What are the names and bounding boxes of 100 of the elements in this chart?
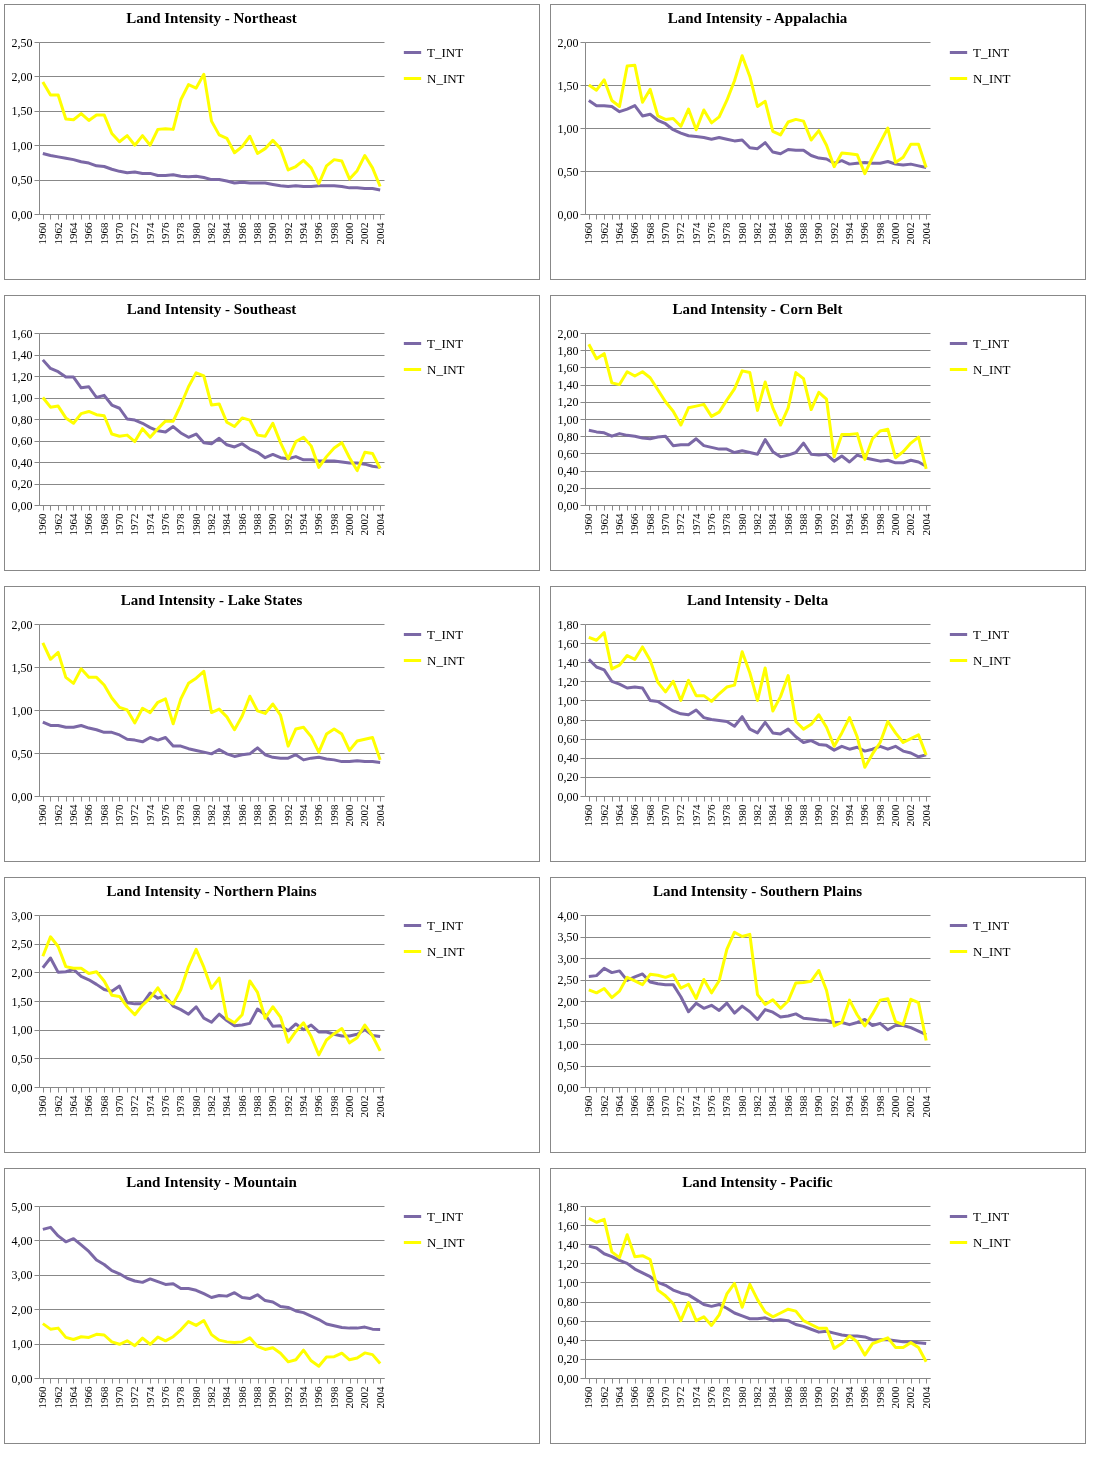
x-tick-label: 2002 [904,222,917,245]
x-tick-label: 1984 [766,1095,779,1118]
x-tick-label: 1968 [643,222,656,245]
x-tick-label: 1980 [189,1386,202,1409]
y-tick-label: 0,50 [557,164,579,179]
x-tick-label: 2000 [889,804,901,827]
y-tick-label: 1,00 [11,391,33,405]
y-tick-label: 0,60 [557,732,579,747]
x-tick-label: 1972 [128,513,141,536]
x-tick-label: 1970 [659,513,671,536]
y-tick-label: 1,40 [11,348,33,362]
y-tick-label: 0,20 [557,770,579,785]
x-tick-label: 2002 [904,1386,917,1409]
y-tick-label: 3,00 [11,908,33,923]
y-tick-label: 1,50 [557,78,579,93]
x-tick-label: 2002 [358,804,371,827]
y-tick-label: 0,50 [11,173,33,188]
x-tick-label: 1970 [659,1095,671,1118]
x-tick-label: 2000 [343,804,355,827]
x-tick-label: 1962 [597,1095,610,1118]
x-tick-label: 1988 [797,1386,809,1409]
x-tick-label: 1994 [843,513,855,536]
x-tick-label: 1974 [689,1386,702,1409]
y-tick-label: 1,40 [557,655,579,670]
y-tick-label: 0,50 [11,1051,33,1066]
x-tick-label: 1996 [312,804,325,827]
legend-label: T_INT [427,1208,464,1224]
x-tick-label: 1982 [751,1095,763,1118]
chart-title: Land Intensity - Mountain [126,1174,298,1190]
x-tick-label: 1978 [720,513,733,536]
y-tick-label: 1,80 [557,617,579,632]
x-tick-label: 1996 [312,513,325,536]
x-tick-label: 1968 [643,1095,656,1118]
chart-title: Land Intensity - Southern Plains [652,883,863,899]
x-tick-label: 1964 [67,804,79,827]
x-tick-label: 1966 [82,1386,95,1409]
x-tick-label: 2004 [373,1386,386,1409]
x-tick-label: 1980 [735,1095,748,1118]
x-tick-label: 1960 [36,222,49,245]
y-tick-label: 2,00 [557,326,579,341]
x-tick-label: 1976 [705,222,717,245]
x-tick-label: 1978 [174,1386,187,1409]
x-tick-label: 1972 [674,804,687,827]
y-tick-label: 3,00 [557,951,579,966]
x-tick-label: 1960 [36,1095,49,1118]
x-tick-label: 1978 [720,1386,733,1409]
x-tick-label: 2000 [343,513,355,536]
x-tick-label: 2002 [358,1386,371,1409]
chart-title: Land Intensity - Corn Belt [672,301,843,317]
x-tick-label: 1970 [113,1386,125,1409]
x-tick-label: 1980 [735,513,748,536]
x-tick-label: 1974 [143,513,156,536]
x-tick-label: 1998 [873,1095,886,1118]
x-tick-label: 1976 [159,222,171,245]
y-tick-label: 0,80 [557,429,579,444]
y-tick-label: 2,00 [11,1302,33,1317]
chart-title: Land Intensity - Northern Plains [106,883,317,899]
x-tick-label: 1980 [189,804,202,827]
x-tick-label: 1974 [689,222,702,245]
x-tick-label: 1972 [674,513,687,536]
y-tick-label: 0,00 [557,1080,579,1095]
y-tick-label: 1,20 [557,674,579,689]
y-tick-label: 1,00 [557,1275,579,1290]
x-tick-label: 1974 [689,804,702,827]
x-tick-label: 2000 [343,1386,355,1409]
x-tick-label: 1972 [128,222,141,245]
x-tick-label: 2002 [358,1095,371,1118]
x-tick-label: 1976 [705,1386,717,1409]
x-tick-label: 1968 [643,804,656,827]
chart-title: Land Intensity - Appalachia [667,10,848,26]
x-tick-label: 1980 [189,222,202,245]
x-tick-label: 1972 [674,1386,687,1409]
y-tick-label: 2,00 [11,617,33,632]
x-tick-label: 1976 [705,804,717,827]
x-tick-label: 2004 [919,804,932,827]
legend-label: T_INT [427,335,464,351]
legend-label: N_INT [427,70,465,86]
x-tick-label: 2000 [343,222,355,245]
y-tick-label: 0,00 [11,498,33,513]
x-tick-label: 2004 [919,1095,932,1118]
x-tick-label: 1980 [735,1386,748,1409]
x-tick-label: 1986 [235,1095,248,1118]
y-tick-label: 1,40 [557,378,579,393]
x-tick-label: 1960 [36,513,49,536]
x-tick-label: 1966 [82,222,95,245]
x-tick-label: 1992 [281,1386,294,1409]
legend-label: T_INT [973,917,1010,933]
x-tick-label: 1970 [113,804,125,827]
legend-label: T_INT [427,44,464,60]
legend-label: T_INT [973,335,1010,351]
x-tick-label: 1980 [189,1095,202,1118]
x-tick-label: 1994 [297,804,309,827]
x-tick-label: 2002 [358,222,371,245]
x-tick-label: 1992 [827,513,840,536]
x-tick-label: 1966 [628,222,641,245]
x-tick-label: 1960 [582,222,595,245]
y-tick-label: 0,60 [557,1314,579,1329]
y-tick-label: 1,50 [11,660,33,675]
y-tick-label: 0,20 [11,477,33,491]
x-tick-label: 2004 [919,222,932,245]
